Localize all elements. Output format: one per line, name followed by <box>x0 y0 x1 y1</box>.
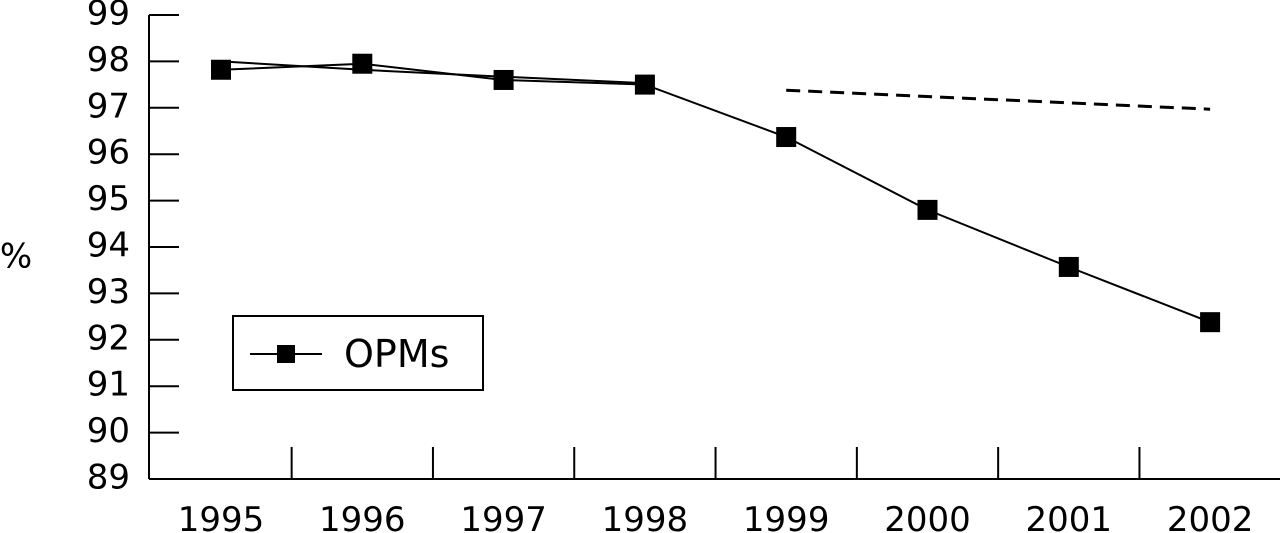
y-axis-label: % <box>0 237 32 277</box>
chart-series <box>211 53 1221 333</box>
data-point-marker <box>1200 312 1221 333</box>
legend: OPMs <box>232 315 484 391</box>
series-0-line <box>220 62 1211 324</box>
x-axis-ticks: 1995 1996 1997 1998 1999 2000 2001 2002 <box>178 447 1254 533</box>
y-tick-label: 92 <box>87 318 130 358</box>
chart-axes <box>148 15 1280 480</box>
legend-square-marker <box>277 345 295 363</box>
x-tick-label: 1996 <box>319 500 406 533</box>
y-axis-ticks: 89 90 91 92 93 94 95 96 97 98 99 <box>87 0 179 498</box>
series-2-line <box>786 88 1211 111</box>
x-tick-label: 2002 <box>1167 500 1254 533</box>
series-1-line <box>220 60 645 85</box>
x-tick-label: 1997 <box>460 500 547 533</box>
x-tick-label: 2000 <box>884 500 971 533</box>
y-tick-label: 93 <box>87 272 130 312</box>
y-tick-label: 90 <box>87 411 130 451</box>
y-tick-label: 96 <box>87 133 130 173</box>
x-tick-label: 1999 <box>743 500 830 533</box>
y-tick-label: 91 <box>87 365 130 405</box>
data-point-marker <box>634 74 655 95</box>
y-tick-label: 94 <box>87 226 130 266</box>
y-tick-label: 97 <box>87 86 130 126</box>
legend-label: OPMs <box>344 332 449 376</box>
data-point-marker <box>917 199 938 220</box>
y-tick-label: 89 <box>87 458 130 498</box>
y-tick-label: 98 <box>87 40 130 80</box>
x-tick-label: 2001 <box>1026 500 1113 533</box>
x-tick-label: 1998 <box>602 500 689 533</box>
y-tick-label: 99 <box>87 0 130 34</box>
data-point-marker <box>493 69 514 90</box>
y-tick-label: 95 <box>87 179 130 219</box>
data-point-marker <box>1058 256 1079 277</box>
data-point-marker <box>211 59 231 80</box>
x-tick-label: 1995 <box>178 500 265 533</box>
data-point-marker <box>776 127 797 148</box>
